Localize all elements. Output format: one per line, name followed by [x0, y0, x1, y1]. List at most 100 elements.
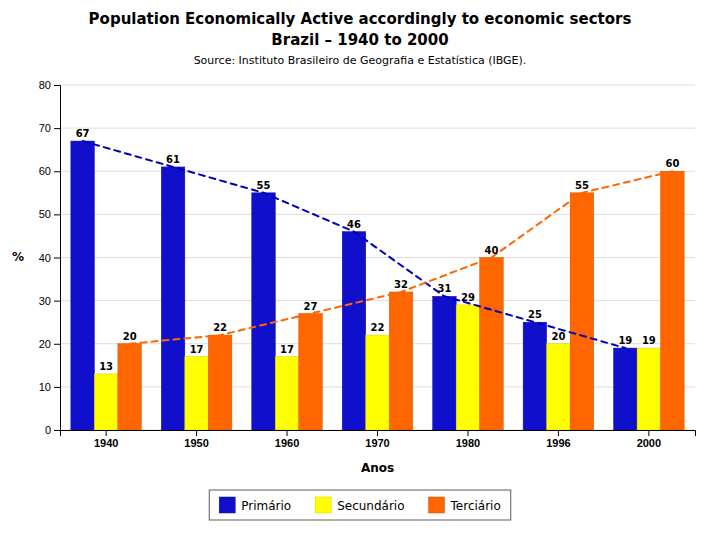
data-label: 29 [461, 292, 475, 303]
y-tick-mark [54, 301, 60, 302]
y-tick-label: 30 [39, 295, 51, 307]
data-label: 19 [618, 335, 632, 346]
data-label: 19 [642, 335, 656, 346]
data-label: 22 [371, 322, 385, 333]
y-tick-mark [54, 258, 60, 259]
data-label: 46 [347, 219, 361, 230]
y-tick-label: 70 [39, 122, 51, 134]
y-tick: 10 [39, 381, 60, 393]
grid-line [60, 128, 695, 129]
y-tick-mark [54, 430, 60, 431]
bar [161, 167, 185, 430]
y-tick: 20 [39, 338, 60, 350]
y-tick-label: 20 [39, 338, 51, 350]
data-label: 32 [394, 279, 408, 290]
y-axis: 0 10 20 30 40 50 60 70 80 [39, 79, 61, 436]
y-tick-label: 40 [39, 252, 51, 264]
y-tick: 40 [39, 252, 60, 264]
x-tick: 1960 [275, 430, 299, 449]
y-tick-mark [54, 387, 60, 388]
x-tick-mark [558, 430, 559, 436]
bar [637, 348, 661, 430]
x-tick-label: 1960 [275, 437, 299, 449]
grid-line [60, 85, 695, 86]
x-tick: 1940 [94, 430, 118, 449]
y-tick-label: 50 [39, 208, 51, 220]
data-label: 20 [123, 331, 137, 342]
x-tick: 1970 [365, 430, 389, 449]
y-tick-label: 80 [39, 79, 51, 91]
bar [275, 357, 299, 430]
x-tick: 1996 [546, 430, 570, 449]
bar [208, 335, 232, 430]
legend-item: Terciário [429, 497, 501, 513]
x-tick-mark [648, 430, 649, 436]
trend-line [130, 171, 673, 344]
x-tick-mark [106, 430, 107, 436]
x-tick-label: 1970 [365, 437, 389, 449]
legend-swatch [315, 497, 331, 513]
bar [366, 335, 390, 430]
annotation: Source: Instituto Brasileiro de Geografi… [194, 54, 527, 67]
y-tick: 70 [39, 122, 60, 134]
legend: PrimárioSecundárioTerciário [209, 490, 511, 520]
y-tick: 0 [45, 424, 60, 436]
grid [60, 85, 695, 430]
y-tick: 30 [39, 295, 60, 307]
bar-series [71, 141, 637, 430]
x-tick: 2000 [637, 430, 661, 449]
data-label: 60 [665, 158, 679, 169]
bar [185, 357, 209, 430]
data-label: 22 [213, 322, 227, 333]
data-label: 55 [575, 180, 589, 191]
bar [118, 344, 142, 430]
bar [570, 193, 594, 430]
data-label: 17 [280, 344, 294, 355]
y-tick-label: 60 [39, 165, 51, 177]
data-label: 25 [528, 309, 542, 320]
x-tick-mark [467, 430, 468, 436]
bar [342, 232, 366, 430]
legend-label: Terciário [450, 499, 501, 513]
x-tick: 1980 [456, 430, 480, 449]
trend-line [83, 141, 626, 348]
y-tick-label: 0 [45, 424, 51, 436]
y-tick-mark [54, 214, 60, 215]
bar-series [118, 171, 684, 430]
legend-frame [209, 490, 511, 520]
grid-line [60, 257, 695, 258]
bar [299, 314, 323, 430]
bar [661, 171, 685, 430]
x-tick-mark [196, 430, 197, 436]
y-tick: 50 [39, 208, 60, 220]
legend-swatch [429, 497, 445, 513]
y-tick-mark [54, 85, 60, 86]
data-label: 17 [190, 344, 204, 355]
x-axis-title: Anos [361, 461, 394, 475]
chart: Population Economically Active according… [0, 0, 720, 540]
title: Population Economically Active according… [89, 10, 632, 28]
bar [71, 141, 95, 430]
bar [456, 305, 480, 430]
y-tick-mark [54, 128, 60, 129]
data-label: 55 [257, 180, 271, 191]
x-tick-mark [287, 430, 288, 436]
x-tick-label: 1950 [184, 437, 208, 449]
y-tick: 60 [39, 165, 60, 177]
bar [94, 374, 118, 430]
bar [389, 292, 413, 430]
x-tick-label: 1940 [94, 437, 118, 449]
data-label: 61 [166, 154, 180, 165]
legend-item: Secundário [315, 497, 404, 513]
x-axis: 1940 1950 1960 1970 1980 1996 2000 [61, 430, 696, 449]
plot-area [71, 141, 684, 430]
data-label: 31 [437, 283, 451, 294]
y-axis-line [54, 86, 61, 431]
y-tick: 80 [39, 79, 60, 91]
data-label: 40 [485, 245, 499, 256]
data-label: 27 [304, 301, 318, 312]
bar [547, 344, 571, 430]
data-labels: 6761554631251913171722292019202227324055… [76, 128, 680, 372]
y-axis-title: % [12, 250, 24, 264]
bar [252, 193, 276, 430]
